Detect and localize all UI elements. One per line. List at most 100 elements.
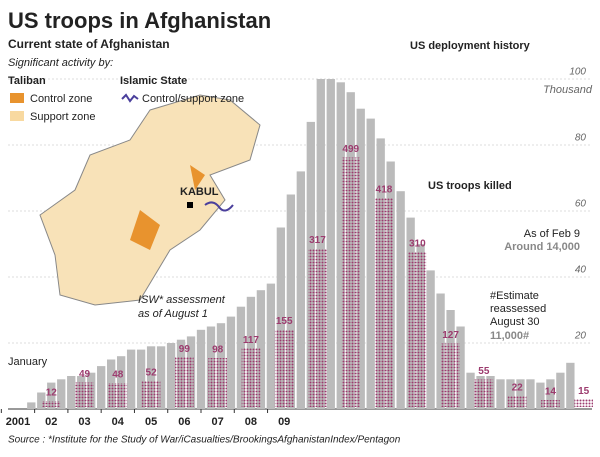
killed-label: 155 bbox=[276, 316, 293, 327]
legend-swatch bbox=[121, 93, 139, 103]
y-tick-label: 80 bbox=[575, 133, 587, 144]
map-label: KABUL bbox=[180, 186, 219, 198]
deployment-bar bbox=[396, 191, 405, 409]
killed-label: 52 bbox=[146, 368, 158, 379]
deployment-bar bbox=[27, 402, 36, 409]
source: Source : *Institute for the Study of War… bbox=[8, 435, 401, 446]
deployment-bar bbox=[326, 79, 335, 409]
annotation: As of Feb 9 bbox=[524, 228, 580, 240]
deployment-bar bbox=[196, 329, 206, 409]
killed-bar bbox=[108, 383, 128, 407]
legend-label: Support zone bbox=[30, 111, 95, 123]
killed-bar bbox=[274, 329, 294, 407]
killed-label: 98 bbox=[212, 345, 224, 356]
y-tick-label: 60 bbox=[575, 199, 587, 210]
killed-label: 127 bbox=[442, 330, 459, 341]
killed-bar bbox=[507, 396, 527, 407]
y-tick-label: 100 bbox=[569, 67, 586, 78]
legend-group: Islamic State bbox=[120, 75, 187, 87]
killed-label: 12 bbox=[46, 388, 58, 399]
deployment-bar bbox=[256, 290, 266, 409]
x-tick-label: 02 bbox=[45, 416, 57, 428]
annotation: Around 14,000 bbox=[504, 241, 580, 253]
y-tick-label: 20 bbox=[574, 331, 587, 342]
deployment-bar bbox=[526, 379, 535, 409]
x-tick-label: 06 bbox=[178, 416, 190, 428]
deployment-bar bbox=[57, 379, 66, 409]
deployment-bar bbox=[336, 82, 345, 410]
deployment-bar bbox=[556, 372, 565, 409]
deployment-bar bbox=[436, 293, 445, 409]
x-tick-label: 04 bbox=[112, 416, 125, 428]
deployment-bar bbox=[546, 379, 555, 409]
killed-label: 22 bbox=[512, 383, 524, 394]
subtitle: Current state of Afghanistan bbox=[8, 37, 170, 51]
x-tick-label: 05 bbox=[145, 416, 157, 428]
legend-heading: Significant activity by: bbox=[8, 57, 113, 69]
legend-label: Control/support zone bbox=[142, 93, 244, 105]
deployment-bar bbox=[226, 316, 236, 409]
deployment-bar bbox=[236, 306, 246, 409]
killed-label: 317 bbox=[309, 235, 326, 246]
killed-label: 418 bbox=[376, 185, 393, 196]
killed-bar bbox=[75, 382, 94, 407]
killed-bar bbox=[208, 358, 227, 407]
killed-label: 117 bbox=[243, 335, 260, 346]
annotation: August 30 bbox=[490, 316, 540, 328]
x-tick-label: 08 bbox=[245, 416, 257, 428]
deployment-bar bbox=[516, 379, 525, 409]
killed-bar bbox=[341, 157, 361, 407]
deployment-bar bbox=[47, 382, 56, 409]
deployment-bar bbox=[496, 379, 505, 409]
killed-label: 14 bbox=[545, 387, 557, 398]
killed-bar bbox=[407, 252, 427, 407]
deployment-bar bbox=[126, 349, 136, 409]
annotation: US deployment history bbox=[410, 40, 531, 52]
killed-bar bbox=[241, 348, 261, 407]
deployment-bar bbox=[67, 376, 76, 409]
killed-bar bbox=[374, 198, 394, 407]
deployment-bar bbox=[286, 194, 296, 409]
deployment-bar bbox=[506, 379, 515, 409]
axis-unit: Thousand bbox=[543, 84, 593, 96]
deployment-bar bbox=[316, 79, 325, 409]
deployment-bar bbox=[116, 356, 126, 409]
plot bbox=[0, 78, 593, 413]
annotation: January bbox=[8, 356, 48, 368]
deployment-bar bbox=[296, 171, 305, 409]
deployment-bar bbox=[166, 343, 176, 409]
deployment-bar bbox=[466, 372, 475, 409]
x-tick-label: 03 bbox=[78, 416, 90, 428]
deployment-bar bbox=[356, 108, 365, 409]
title: US troops in Afghanistan bbox=[8, 8, 271, 33]
map-note: ISW* assessment bbox=[138, 294, 226, 306]
killed-label: 55 bbox=[478, 366, 490, 377]
deployment-bar bbox=[266, 283, 276, 409]
deployment-bar bbox=[426, 270, 435, 409]
is-zone bbox=[204, 201, 234, 212]
killed-label: 49 bbox=[79, 369, 91, 380]
map bbox=[39, 94, 261, 306]
annotation: #Estimate bbox=[490, 290, 539, 302]
deployment-bar bbox=[536, 382, 545, 409]
legend-swatch bbox=[10, 93, 24, 103]
killed-label: 48 bbox=[112, 370, 124, 381]
killed-label: 99 bbox=[179, 344, 191, 355]
map-note: as of August 1 bbox=[138, 308, 208, 320]
legend-swatch bbox=[10, 111, 24, 121]
deployment-bar bbox=[456, 326, 465, 409]
killed-bar bbox=[474, 379, 494, 407]
killed-bar bbox=[41, 401, 61, 407]
legend-label: Control zone bbox=[30, 93, 92, 105]
kabul-marker bbox=[187, 202, 193, 208]
deployment-bar bbox=[156, 346, 166, 409]
deployment-bar bbox=[146, 346, 156, 409]
x-tick-label: 07 bbox=[212, 416, 224, 428]
killed-bar bbox=[541, 400, 560, 407]
annotation: reassessed bbox=[490, 303, 546, 315]
annotation: 11,000# bbox=[490, 330, 529, 342]
killed-label: 310 bbox=[409, 239, 426, 250]
killed-bar bbox=[441, 343, 460, 407]
killed-bar bbox=[175, 357, 194, 407]
